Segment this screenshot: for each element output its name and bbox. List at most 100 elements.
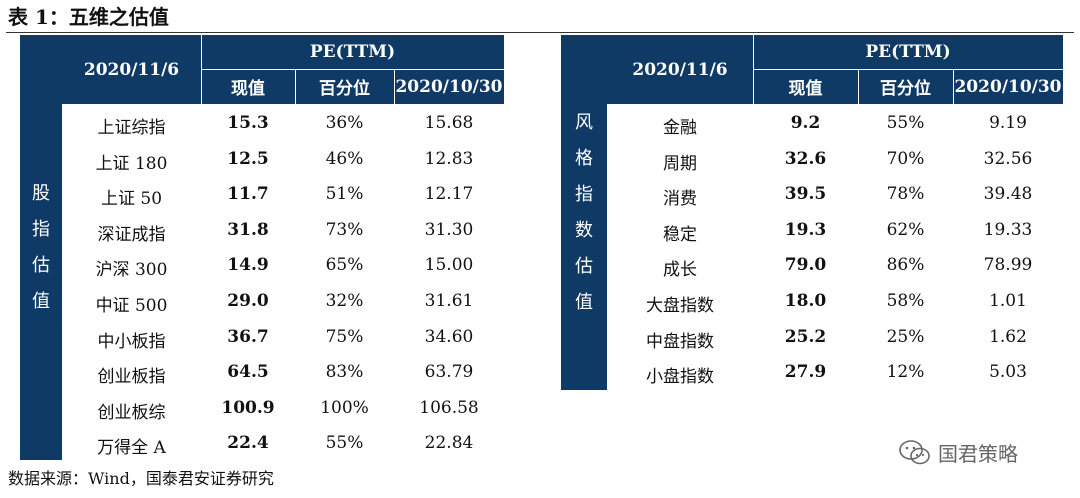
right-row-value: 39.5 <box>784 184 827 205</box>
left-row-name: 创业板综 <box>97 402 166 423</box>
left-side-char: 指 <box>32 218 50 240</box>
left-row-name: 万得全 A <box>97 438 166 459</box>
left-side-label: 股 指 估 值 <box>20 35 62 460</box>
left-row-percentile: 32% <box>325 291 364 311</box>
left-row-value: 29.0 <box>227 291 269 311</box>
right-row-name: 金融 <box>663 118 697 138</box>
left-row-percentile: 46% <box>325 148 364 169</box>
right-row-percentile: 86% <box>886 255 925 276</box>
right-row-value: 18.0 <box>784 291 827 311</box>
left-row-prev-value: 106.58 <box>419 397 479 418</box>
right-row-name: 小盘指数 <box>646 367 714 388</box>
left-row-percentile: 75% <box>325 326 364 347</box>
left-side-char: 估 <box>32 254 50 276</box>
left-row-name: 上证综指 <box>97 118 166 138</box>
left-row-name: 创业板指 <box>97 367 166 388</box>
left-row-percentile: 73% <box>325 219 364 240</box>
right-side-char: 数 <box>575 219 593 241</box>
right-row-percentile: 55% <box>886 113 925 133</box>
right-row-prev-value: 5.03 <box>989 362 1027 383</box>
left-row-value: 100.9 <box>221 397 275 418</box>
left-row-name: 中小板指 <box>97 331 166 352</box>
left-row-prev-value: 31.30 <box>424 219 474 240</box>
left-row-percentile: 51% <box>325 184 364 205</box>
left-col-header-pct: 百分位 <box>319 79 370 99</box>
right-row-value: 25.2 <box>784 326 827 347</box>
right-row-percentile: 78% <box>886 184 925 205</box>
right-row-prev-value: 1.01 <box>989 291 1027 311</box>
right-side-label: 风 格 指 数 估 值 <box>561 35 607 390</box>
right-side-char: 指 <box>575 183 593 205</box>
left-header-divider <box>295 69 296 104</box>
right-row-value: 9.2 <box>790 113 821 133</box>
left-row-name: 上证 180 <box>95 153 168 174</box>
right-col-header-value: 现值 <box>788 79 823 99</box>
right-row-name: 大盘指数 <box>646 296 714 316</box>
right-row-percentile: 58% <box>886 291 925 311</box>
right-row-percentile: 25% <box>886 326 925 347</box>
left-date-header: 2020/11/6 <box>83 59 180 80</box>
left-col-header-prev: 2020/10/30 <box>395 76 503 97</box>
right-side-char: 估 <box>575 255 593 277</box>
left-row-name: 上证 50 <box>100 189 163 210</box>
watermark-text: 国君策略 <box>938 442 1018 466</box>
caption-divider <box>6 32 1074 33</box>
right-row-percentile: 12% <box>886 362 925 383</box>
right-col-header-prev: 2020/10/30 <box>954 76 1062 97</box>
left-row-prev-value: 22.84 <box>424 433 474 454</box>
right-date-header: 2020/11/6 <box>632 59 728 80</box>
right-header-divider <box>753 69 1063 70</box>
left-row-percentile: 100% <box>320 397 369 418</box>
left-row-percentile: 55% <box>325 433 364 454</box>
right-row-value: 32.6 <box>784 148 827 169</box>
left-row-prev-value: 12.83 <box>424 148 474 169</box>
left-side-band <box>20 35 62 460</box>
left-row-value: 15.3 <box>227 113 269 133</box>
right-col-header-pct: 百分位 <box>880 79 931 99</box>
left-side-char: 股 <box>32 182 50 204</box>
right-row-prev-value: 39.48 <box>983 184 1033 205</box>
left-header-divider <box>201 69 504 70</box>
left-row-value: 22.4 <box>227 433 269 454</box>
right-row-prev-value: 19.33 <box>983 219 1033 240</box>
left-row-prev-value: 15.00 <box>424 255 474 276</box>
source-note: 数据来源：Wind，国泰君安证券研究 <box>8 469 274 488</box>
left-col-header-value: 现值 <box>231 79 265 99</box>
right-group-header: PE(TTM) <box>865 42 951 62</box>
left-row-value: 12.5 <box>227 148 269 169</box>
right-header-divider <box>858 69 859 104</box>
left-row-name: 中证 500 <box>95 296 168 316</box>
right-row-name: 成长 <box>663 260 697 281</box>
table-caption: 表 1：五维之估值 <box>8 5 169 29</box>
left-row-value: 36.7 <box>227 326 269 347</box>
right-row-prev-value: 32.56 <box>983 148 1033 169</box>
right-side-char: 风 <box>575 111 593 133</box>
left-row-prev-value: 12.17 <box>424 184 474 205</box>
left-side-char: 值 <box>32 290 50 312</box>
left-row-value: 64.5 <box>227 362 269 383</box>
right-row-value: 27.9 <box>784 362 827 383</box>
right-row-percentile: 62% <box>886 219 925 240</box>
left-header-divider <box>394 69 395 104</box>
left-row-name: 深证成指 <box>97 224 166 245</box>
left-row-value: 14.9 <box>227 255 269 276</box>
right-row-value: 19.3 <box>784 219 827 240</box>
left-row-value: 11.7 <box>227 184 269 205</box>
watermark: 国君策略 <box>898 438 1018 467</box>
right-row-percentile: 70% <box>886 148 925 169</box>
right-row-prev-value: 9.19 <box>989 113 1027 133</box>
right-row-prev-value: 78.99 <box>983 255 1033 276</box>
left-row-name: 沪深 300 <box>95 260 168 281</box>
right-side-band <box>561 35 607 390</box>
right-side-char: 值 <box>575 291 593 313</box>
left-row-value: 31.8 <box>227 219 269 240</box>
right-row-name: 消费 <box>663 189 697 210</box>
left-row-percentile: 65% <box>325 255 364 276</box>
wechat-icon <box>899 439 930 464</box>
right-row-prev-value: 1.62 <box>989 326 1027 347</box>
left-row-percentile: 83% <box>325 362 364 383</box>
right-side-char: 格 <box>575 147 593 169</box>
right-row-name: 中盘指数 <box>646 331 714 352</box>
left-row-prev-value: 15.68 <box>424 113 474 133</box>
left-row-prev-value: 63.79 <box>424 362 474 383</box>
